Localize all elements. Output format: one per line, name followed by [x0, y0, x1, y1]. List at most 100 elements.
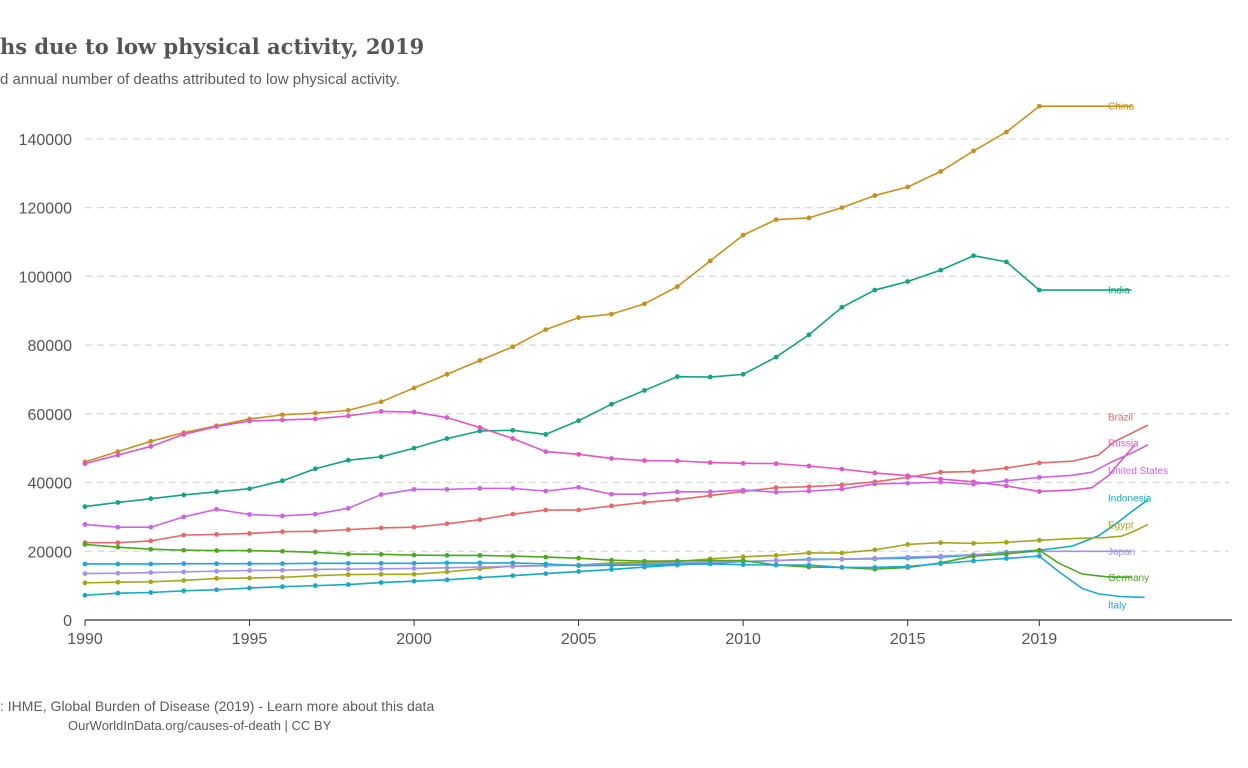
- data-point-brazil[interactable]: [312, 528, 318, 534]
- data-point-india[interactable]: [148, 496, 154, 502]
- data-point-indonesia[interactable]: [609, 567, 614, 572]
- data-point-brazil[interactable]: [345, 527, 351, 533]
- data-point-brazil[interactable]: [115, 540, 121, 546]
- data-point-united-states[interactable]: [707, 489, 713, 495]
- data-point-italy[interactable]: [839, 565, 845, 570]
- data-point-united-states[interactable]: [444, 487, 450, 492]
- data-point-united-states[interactable]: [247, 512, 252, 517]
- data-point-russia[interactable]: [214, 424, 220, 429]
- data-point-united-states[interactable]: [1004, 478, 1009, 484]
- data-point-germany[interactable]: [576, 555, 582, 561]
- data-point-italy[interactable]: [378, 560, 384, 566]
- data-point-brazil[interactable]: [1004, 465, 1009, 471]
- data-point-indonesia[interactable]: [510, 573, 516, 579]
- data-point-united-states[interactable]: [609, 491, 614, 497]
- data-point-egypt[interactable]: [148, 579, 154, 585]
- data-point-china[interactable]: [806, 215, 812, 221]
- data-point-brazil[interactable]: [806, 484, 812, 490]
- data-point-united-states[interactable]: [543, 488, 549, 494]
- data-point-italy[interactable]: [642, 562, 647, 568]
- data-point-india[interactable]: [312, 466, 318, 472]
- data-point-united-states[interactable]: [576, 484, 582, 490]
- data-point-brazil[interactable]: [707, 493, 713, 498]
- data-point-russia[interactable]: [378, 408, 384, 414]
- data-point-germany[interactable]: [642, 558, 647, 564]
- data-point-india[interactable]: [872, 287, 878, 293]
- data-point-china[interactable]: [477, 358, 483, 363]
- data-point-japan[interactable]: [115, 570, 121, 576]
- data-point-germany[interactable]: [214, 548, 220, 553]
- data-point-india[interactable]: [510, 427, 516, 433]
- data-point-brazil[interactable]: [938, 469, 944, 475]
- data-point-italy[interactable]: [1036, 553, 1042, 559]
- data-point-china[interactable]: [444, 371, 450, 377]
- data-point-china[interactable]: [971, 148, 976, 154]
- data-point-india[interactable]: [82, 504, 88, 509]
- data-point-china[interactable]: [707, 258, 713, 264]
- data-point-india[interactable]: [707, 374, 713, 380]
- data-point-indonesia[interactable]: [247, 585, 252, 591]
- data-point-china[interactable]: [905, 184, 911, 190]
- data-point-italy[interactable]: [674, 561, 680, 567]
- data-point-japan[interactable]: [247, 568, 252, 573]
- data-point-egypt[interactable]: [444, 569, 450, 575]
- data-point-united-states[interactable]: [312, 511, 318, 517]
- data-point-india[interactable]: [642, 388, 647, 393]
- data-point-germany[interactable]: [510, 553, 516, 559]
- data-point-italy[interactable]: [312, 560, 318, 566]
- data-point-italy[interactable]: [872, 565, 878, 570]
- data-point-egypt[interactable]: [740, 554, 746, 560]
- credit-line[interactable]: OurWorldInData.org/causes-of-death | CC …: [68, 718, 332, 733]
- data-point-india[interactable]: [378, 454, 384, 460]
- data-point-brazil[interactable]: [642, 500, 647, 505]
- data-point-italy[interactable]: [609, 562, 614, 568]
- data-point-india[interactable]: [806, 332, 812, 338]
- data-point-india[interactable]: [115, 500, 121, 505]
- data-point-brazil[interactable]: [839, 482, 845, 488]
- data-point-japan[interactable]: [181, 569, 187, 575]
- data-point-italy[interactable]: [905, 563, 911, 569]
- data-point-italy[interactable]: [247, 561, 252, 567]
- data-point-india[interactable]: [740, 371, 746, 377]
- data-point-japan[interactable]: [806, 557, 812, 563]
- data-point-egypt[interactable]: [214, 576, 220, 581]
- data-point-italy[interactable]: [806, 562, 812, 568]
- data-point-china[interactable]: [510, 344, 516, 350]
- data-point-germany[interactable]: [444, 552, 450, 558]
- data-point-china[interactable]: [872, 193, 878, 198]
- data-point-egypt[interactable]: [280, 574, 285, 580]
- data-point-indonesia[interactable]: [280, 584, 285, 590]
- data-point-indonesia[interactable]: [477, 575, 483, 581]
- data-point-italy[interactable]: [510, 560, 516, 566]
- data-point-japan[interactable]: [214, 568, 220, 574]
- data-point-germany[interactable]: [280, 548, 285, 554]
- data-point-china[interactable]: [312, 410, 318, 416]
- data-point-india[interactable]: [839, 304, 845, 310]
- data-point-germany[interactable]: [411, 552, 417, 558]
- data-point-united-states[interactable]: [1036, 474, 1042, 480]
- data-point-united-states[interactable]: [82, 522, 88, 527]
- data-point-china[interactable]: [740, 232, 746, 238]
- data-point-egypt[interactable]: [806, 550, 812, 556]
- data-point-brazil[interactable]: [214, 532, 220, 537]
- data-point-indonesia[interactable]: [345, 582, 351, 588]
- data-point-indonesia[interactable]: [378, 580, 384, 585]
- data-point-united-states[interactable]: [872, 481, 878, 487]
- data-point-united-states[interactable]: [378, 492, 384, 497]
- data-point-germany[interactable]: [148, 546, 154, 552]
- data-point-united-states[interactable]: [773, 489, 779, 495]
- data-point-japan[interactable]: [378, 566, 384, 572]
- data-point-egypt[interactable]: [345, 572, 351, 578]
- data-point-china[interactable]: [642, 301, 647, 307]
- data-point-italy[interactable]: [971, 558, 976, 564]
- data-point-china[interactable]: [280, 412, 285, 418]
- data-point-brazil[interactable]: [444, 521, 450, 527]
- data-point-italy[interactable]: [148, 561, 154, 567]
- data-point-united-states[interactable]: [674, 489, 680, 495]
- data-point-united-states[interactable]: [148, 524, 154, 530]
- data-point-russia[interactable]: [576, 451, 582, 457]
- data-point-united-states[interactable]: [345, 505, 351, 511]
- data-point-china[interactable]: [345, 407, 351, 413]
- data-point-japan[interactable]: [905, 554, 911, 560]
- data-point-italy[interactable]: [707, 561, 713, 567]
